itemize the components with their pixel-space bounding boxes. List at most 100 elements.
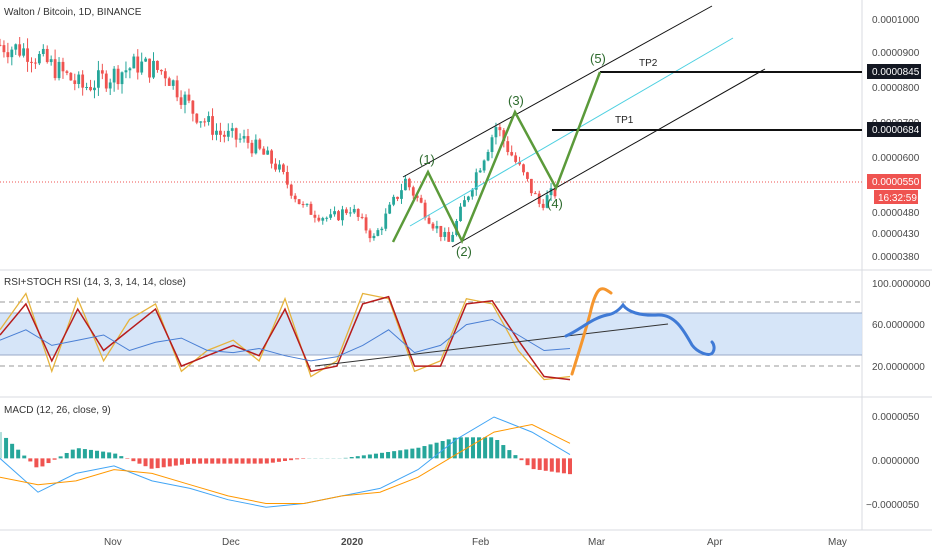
- rsi-axis[interactable]: 100.0000000 60.0000000 20.0000000: [872, 279, 931, 373]
- time-label: Nov: [104, 537, 122, 548]
- candle-body: [22, 48, 26, 56]
- macd-histogram-bar: [64, 452, 69, 459]
- candle-body: [337, 211, 340, 221]
- candle-body: [514, 155, 518, 162]
- macd-histogram-bar: [349, 457, 354, 459]
- time-label: 2020: [341, 537, 364, 548]
- time-axis[interactable]: Nov Dec 2020 Feb Mar Apr May: [104, 537, 847, 548]
- candle-body: [372, 235, 376, 239]
- candle-body: [297, 199, 301, 205]
- rsi-pane-title: RSI+STOCH RSI (14, 3, 3, 14, 14, close): [4, 277, 186, 288]
- macd-histogram-bar: [70, 449, 75, 459]
- candle-body: [451, 234, 455, 242]
- candle-body: [226, 130, 230, 137]
- macd-histogram-bar: [0, 432, 2, 459]
- candle-body: [506, 141, 510, 153]
- candle-body: [360, 216, 364, 218]
- candle-body: [470, 189, 474, 197]
- price-tag-last-text: 0.0000550: [872, 177, 920, 188]
- candle-body: [191, 100, 195, 114]
- candle-body: [344, 209, 348, 214]
- candle-body: [341, 209, 344, 221]
- candle-body: [333, 211, 336, 215]
- candle-body: [498, 127, 502, 131]
- time-label: Feb: [472, 537, 490, 548]
- price-tick: 0.0000900: [872, 48, 920, 59]
- macd-histogram-bar: [416, 447, 421, 459]
- candle-body: [97, 70, 100, 88]
- candle-body: [112, 68, 116, 83]
- macd-signal-line: [0, 423, 571, 504]
- macd-histogram-bar: [313, 458, 318, 459]
- candle-body: [486, 151, 490, 161]
- time-label: Apr: [707, 537, 723, 548]
- candle-body: [183, 94, 187, 105]
- candle-body: [77, 74, 81, 84]
- candle-body: [305, 203, 309, 205]
- main-pane-title: Walton / Bitcoin, 1D, BINANCE: [4, 7, 142, 18]
- candle-body: [266, 150, 270, 155]
- candle-body: [69, 72, 73, 81]
- wave-label-3: (3): [508, 93, 524, 108]
- macd-histogram-bar: [88, 449, 93, 459]
- candle-body: [26, 48, 29, 62]
- candle-body: [34, 62, 37, 64]
- candle-body: [144, 58, 148, 62]
- candle-body: [167, 78, 171, 86]
- candlestick-series: [0, 36, 557, 243]
- candle-body: [427, 217, 431, 224]
- macd-histogram-bar: [234, 458, 239, 464]
- macd-histogram-bar: [337, 458, 342, 459]
- candle-body: [171, 80, 175, 86]
- candle-body: [348, 212, 352, 214]
- macd-axis[interactable]: 0.0000050 0.0000000 −0.0000050: [866, 412, 920, 511]
- macd-histogram-bar: [258, 458, 263, 464]
- candle-body: [301, 204, 305, 206]
- wave-label-1: (1): [419, 152, 435, 167]
- candle-body: [175, 80, 179, 98]
- candle-body: [278, 164, 281, 170]
- channel-lower-line: [451, 68, 766, 248]
- wave-label-2: (2): [456, 244, 472, 259]
- macd-histogram-bar: [22, 455, 27, 459]
- candle-body: [376, 230, 380, 236]
- candle-body: [152, 60, 155, 78]
- candle-body: [2, 45, 6, 53]
- stoch-k-line: [0, 292, 571, 381]
- candle-body: [478, 170, 482, 173]
- macd-histogram-bar: [519, 458, 524, 461]
- macd-histogram-bar: [58, 456, 63, 459]
- macd-histogram-bar: [495, 440, 500, 459]
- macd-histogram-bar: [264, 458, 269, 464]
- candle-body: [364, 217, 368, 231]
- price-tag-tp2: 0.0000845: [867, 64, 921, 79]
- candle-body: [289, 184, 293, 196]
- candle-body: [163, 71, 167, 79]
- candle-body: [502, 130, 506, 142]
- candle-body: [325, 217, 329, 219]
- elliott-wave-path: [391, 71, 602, 245]
- candle-body: [466, 196, 470, 201]
- candle-body: [140, 61, 144, 73]
- macd-histogram-bar: [355, 456, 360, 459]
- candle-body: [53, 59, 57, 79]
- candle-body: [159, 69, 163, 72]
- candle-body: [368, 230, 372, 239]
- candle-body: [120, 72, 124, 85]
- price-tick: 0.0000600: [872, 153, 920, 164]
- macd-histogram-bar: [40, 458, 45, 467]
- wave-label-4: (4): [547, 196, 563, 211]
- macd-histogram-bar: [161, 458, 166, 468]
- price-tag-tp2-text: 0.0000845: [872, 67, 920, 78]
- candle-body: [329, 214, 333, 218]
- candle-body: [522, 164, 525, 173]
- price-axis[interactable]: 0.0001000 0.0000900 0.0000800 0.0000700 …: [872, 15, 920, 263]
- macd-tick: 0.0000050: [872, 412, 920, 423]
- macd-histogram-bar: [28, 458, 33, 462]
- macd-tick: 0.0000000: [872, 456, 920, 467]
- candle-body: [274, 163, 277, 170]
- macd-histogram-bar: [167, 458, 172, 467]
- candle-body: [293, 195, 297, 200]
